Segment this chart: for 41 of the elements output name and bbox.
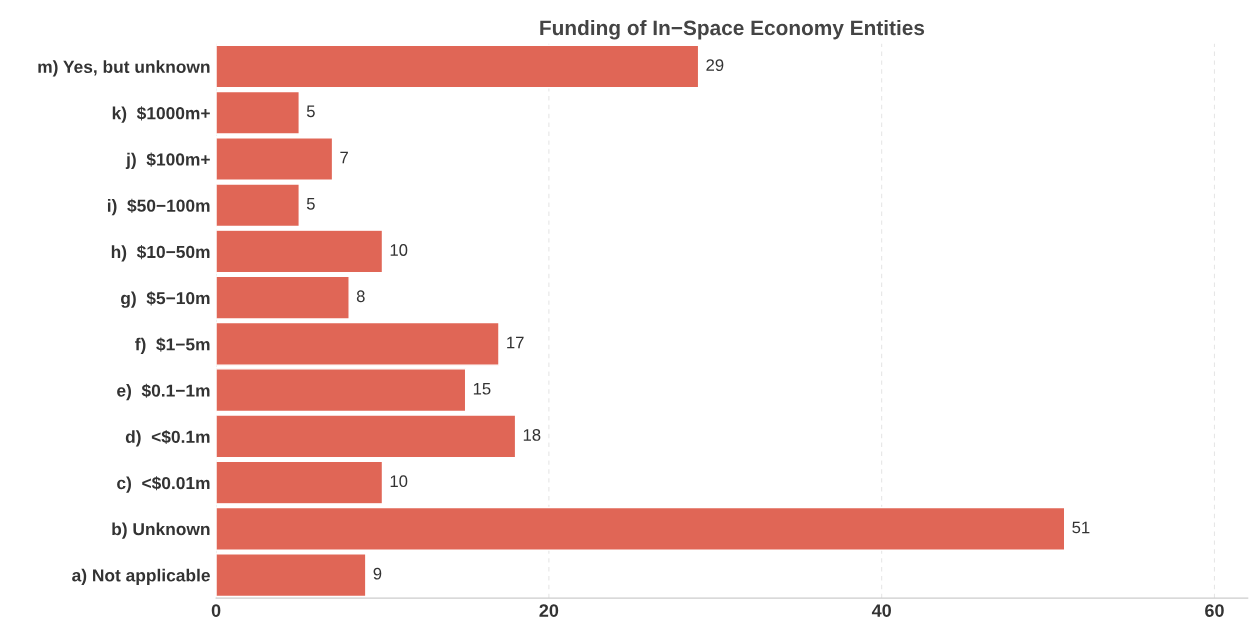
bar xyxy=(216,460,384,505)
y-tick-label: e) $0.1−1m xyxy=(117,383,210,401)
y-tick-label: h) $10−50m xyxy=(111,245,210,262)
data-label: 10 xyxy=(390,475,408,488)
y-tick-label: d) <$0.1m xyxy=(125,429,210,447)
data-label: 15 xyxy=(473,382,491,395)
data-label: 17 xyxy=(507,336,524,349)
y-tick-label: i) $50−100m xyxy=(107,198,210,216)
data-label: 51 xyxy=(1072,521,1090,534)
chart-title: Funding of In−Space Economy Entities xyxy=(540,19,925,40)
bar xyxy=(216,321,500,366)
x-tick-label: 60 xyxy=(1205,604,1224,617)
bar xyxy=(216,137,334,181)
y-tick-label: a) Not applicable xyxy=(72,568,210,585)
bar xyxy=(216,275,350,320)
data-label: 5 xyxy=(306,105,315,118)
data-label: 8 xyxy=(356,290,365,303)
y-tick-label: j) $100m+ xyxy=(125,152,210,170)
data-label: 9 xyxy=(373,567,382,580)
data-label: 10 xyxy=(390,244,408,256)
data-label: 29 xyxy=(706,59,724,71)
x-tick-label: 40 xyxy=(871,604,891,617)
y-tick-label: m) Yes, but unknown xyxy=(38,60,210,77)
bar xyxy=(216,229,384,274)
x-tick-label: 20 xyxy=(539,604,559,617)
bar xyxy=(216,368,467,413)
data-label: 7 xyxy=(340,151,348,164)
x-tick-label: 0 xyxy=(211,604,221,617)
y-tick-label: f) $1−5m xyxy=(135,337,210,354)
data-label: 18 xyxy=(523,429,541,441)
bar xyxy=(216,414,517,459)
y-tick-label: b) Unknown xyxy=(112,522,210,539)
y-tick-label: g) $5−10m xyxy=(121,291,210,308)
data-label: 5 xyxy=(306,198,315,210)
bar xyxy=(216,44,700,89)
bar xyxy=(216,90,300,135)
bar xyxy=(216,506,1066,551)
bar xyxy=(216,553,367,598)
bar xyxy=(216,183,300,228)
y-tick-label: k) $1000m+ xyxy=(112,106,210,123)
y-tick-label: c) <$0.01m xyxy=(117,476,210,493)
